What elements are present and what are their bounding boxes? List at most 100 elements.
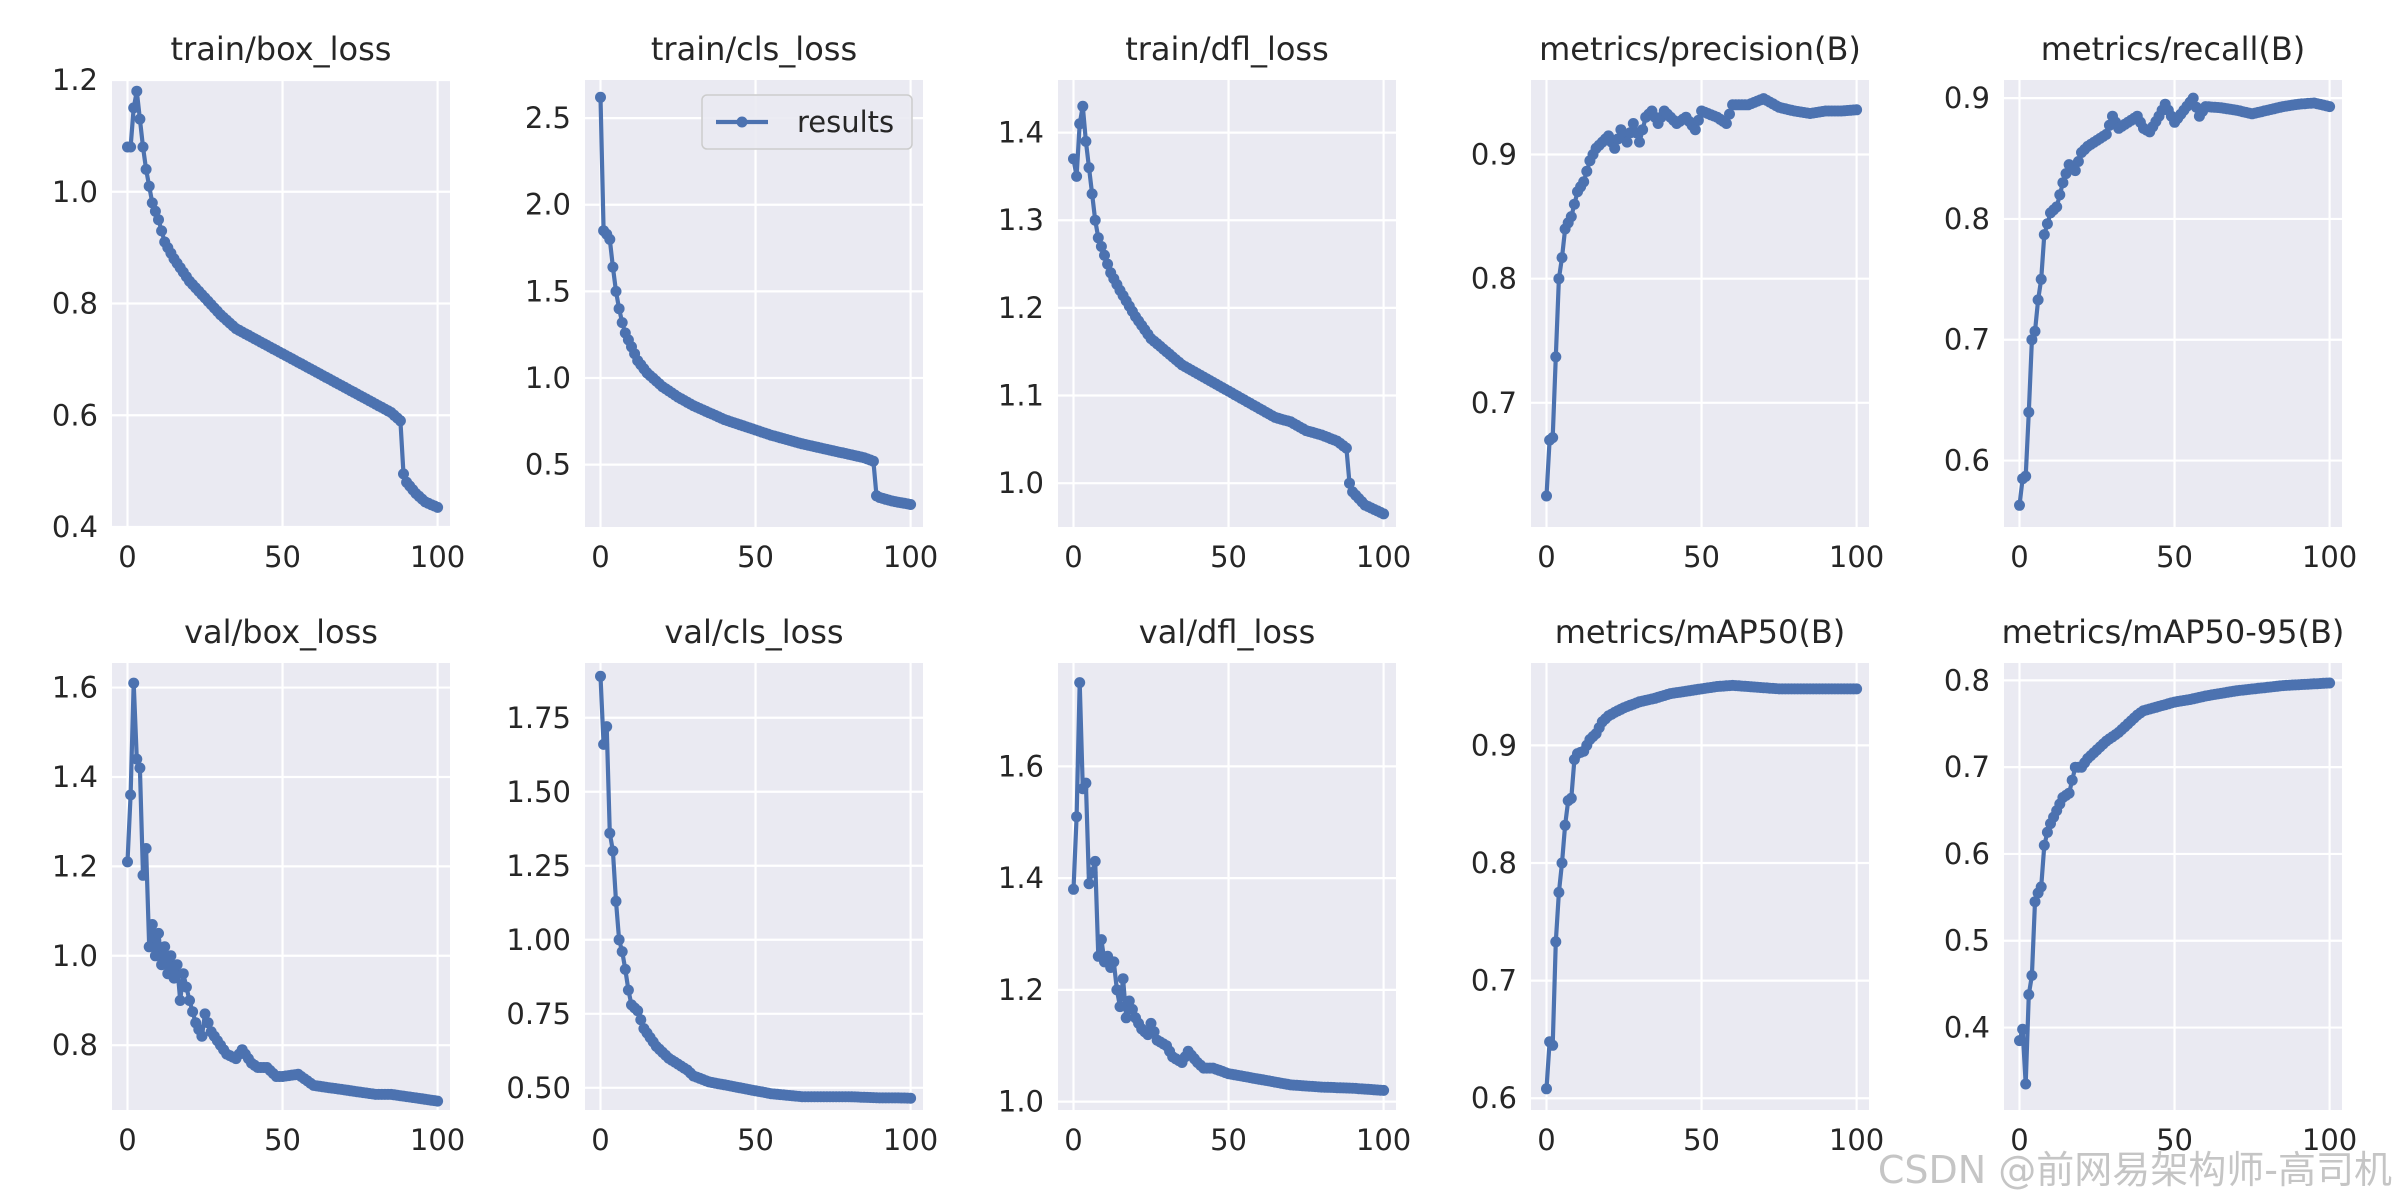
data-point bbox=[149, 205, 161, 217]
data-point bbox=[604, 233, 616, 245]
y-tick-label: 0.6 bbox=[1944, 444, 1990, 478]
data-point bbox=[143, 180, 155, 192]
x-tick-label: 50 bbox=[1683, 1123, 1720, 1157]
data-point bbox=[2026, 334, 2038, 346]
x-tick-label: 0 bbox=[1064, 1123, 1082, 1157]
data-point bbox=[1071, 170, 1083, 182]
y-tick-label: 1.6 bbox=[998, 749, 1044, 783]
data-point bbox=[619, 963, 631, 975]
y-tick-label: 1.25 bbox=[506, 849, 571, 883]
data-point bbox=[199, 1008, 211, 1020]
x-tick-label: 0 bbox=[2010, 540, 2028, 574]
data-point bbox=[184, 995, 195, 1006]
x-tick-label: 100 bbox=[2302, 1123, 2357, 1157]
y-tick-label: 0.6 bbox=[1471, 1081, 1517, 1115]
data-point bbox=[2014, 1035, 2025, 1047]
data-point bbox=[1102, 258, 1114, 270]
data-point bbox=[1609, 142, 1621, 154]
y-tick-label: 1.4 bbox=[52, 760, 98, 794]
data-point bbox=[177, 968, 189, 980]
subplot-8: 0 50 100 0.6 0.7 0.8 0.9 metrics/mAP50(B) bbox=[1471, 613, 1884, 1157]
data-point bbox=[2063, 787, 2075, 799]
data-point bbox=[146, 919, 158, 930]
y-tick-label: 1.50 bbox=[506, 775, 571, 809]
data-point bbox=[905, 1092, 917, 1104]
data-point bbox=[1071, 811, 1083, 823]
y-tick-label: 0.6 bbox=[52, 398, 98, 432]
data-point bbox=[2051, 201, 2063, 213]
data-point bbox=[2023, 989, 2035, 1001]
y-tick-label: 0.50 bbox=[506, 1071, 571, 1105]
y-tick-label: 0.75 bbox=[506, 997, 571, 1031]
data-point bbox=[2069, 165, 2081, 177]
y-tick-label: 1.4 bbox=[998, 861, 1044, 895]
data-point bbox=[1550, 936, 1562, 948]
y-tick-label: 1.0 bbox=[52, 939, 98, 973]
data-point bbox=[1077, 100, 1089, 112]
data-point bbox=[613, 303, 625, 315]
data-point bbox=[2029, 325, 2041, 337]
data-point bbox=[616, 317, 628, 329]
data-point bbox=[1123, 995, 1135, 1007]
data-point bbox=[432, 1095, 444, 1107]
data-point bbox=[128, 102, 140, 114]
data-point bbox=[1627, 118, 1639, 129]
data-point bbox=[187, 1006, 199, 1018]
data-point bbox=[2066, 774, 2078, 786]
data-point bbox=[2324, 677, 2336, 689]
y-tick-label: 0.5 bbox=[525, 448, 571, 482]
data-point bbox=[1117, 973, 1129, 985]
y-tick-label: 0.4 bbox=[1944, 1011, 1990, 1045]
x-tick-label: 100 bbox=[1356, 540, 1411, 574]
data-point bbox=[196, 1030, 208, 1042]
plot-area bbox=[585, 80, 923, 527]
subplot-title: metrics/precision(B) bbox=[1539, 30, 1861, 68]
subplot-title: train/dfl_loss bbox=[1125, 30, 1329, 68]
legend-label: results bbox=[797, 105, 894, 139]
x-tick-label: 100 bbox=[1829, 540, 1884, 574]
data-point bbox=[2041, 218, 2053, 230]
subplot-title: metrics/mAP50(B) bbox=[1555, 613, 1846, 651]
data-point bbox=[137, 141, 149, 153]
y-tick-label: 0.9 bbox=[1471, 728, 1517, 762]
y-tick-label: 0.7 bbox=[1944, 323, 1990, 357]
data-point bbox=[1553, 886, 1565, 898]
y-tick-label: 1.0 bbox=[998, 1085, 1044, 1119]
subplot-title: val/cls_loss bbox=[664, 613, 843, 651]
x-tick-label: 0 bbox=[1537, 540, 1555, 574]
data-point bbox=[595, 91, 606, 103]
subplot-2: 0 50 100 1.0 1.1 1.2 1.3 1.4 train/dfl_loss bbox=[998, 30, 1411, 574]
data-point bbox=[146, 197, 158, 209]
data-point bbox=[128, 677, 140, 689]
data-point bbox=[394, 415, 406, 427]
plot-area bbox=[585, 663, 923, 1110]
data-point bbox=[1092, 232, 1104, 244]
data-point bbox=[2187, 92, 2199, 104]
data-point bbox=[140, 163, 152, 175]
data-point bbox=[1541, 1083, 1552, 1095]
y-tick-label: 1.0 bbox=[52, 175, 98, 209]
subplot-6: 0 50 100 0.50 0.75 1.00 1.25 1.50 1.75 val/cls_lo… bbox=[506, 613, 938, 1157]
data-point bbox=[1378, 1084, 1390, 1096]
data-point bbox=[174, 995, 186, 1006]
x-tick-label: 50 bbox=[264, 540, 301, 574]
y-tick-label: 1.00 bbox=[506, 923, 571, 957]
data-point bbox=[1547, 1039, 1559, 1051]
data-point bbox=[1148, 1026, 1160, 1038]
data-point bbox=[607, 845, 619, 857]
data-point bbox=[1111, 984, 1123, 996]
y-tick-label: 1.75 bbox=[506, 701, 571, 735]
data-point bbox=[1145, 1017, 1157, 1029]
data-point bbox=[156, 225, 168, 237]
data-point bbox=[159, 941, 171, 953]
data-point bbox=[125, 141, 137, 153]
data-point bbox=[613, 934, 625, 946]
subplot-title: val/box_loss bbox=[184, 613, 378, 651]
y-tick-label: 0.8 bbox=[1944, 202, 1990, 236]
subplot-title: val/dfl_loss bbox=[1139, 613, 1316, 651]
data-point bbox=[1068, 883, 1079, 895]
legend-box bbox=[701, 94, 913, 150]
x-tick-label: 0 bbox=[118, 1123, 136, 1157]
legend-marker bbox=[736, 116, 748, 128]
subplot-5: 0 50 100 0.8 1.0 1.2 1.4 1.6 val/box_loss bbox=[52, 613, 465, 1157]
